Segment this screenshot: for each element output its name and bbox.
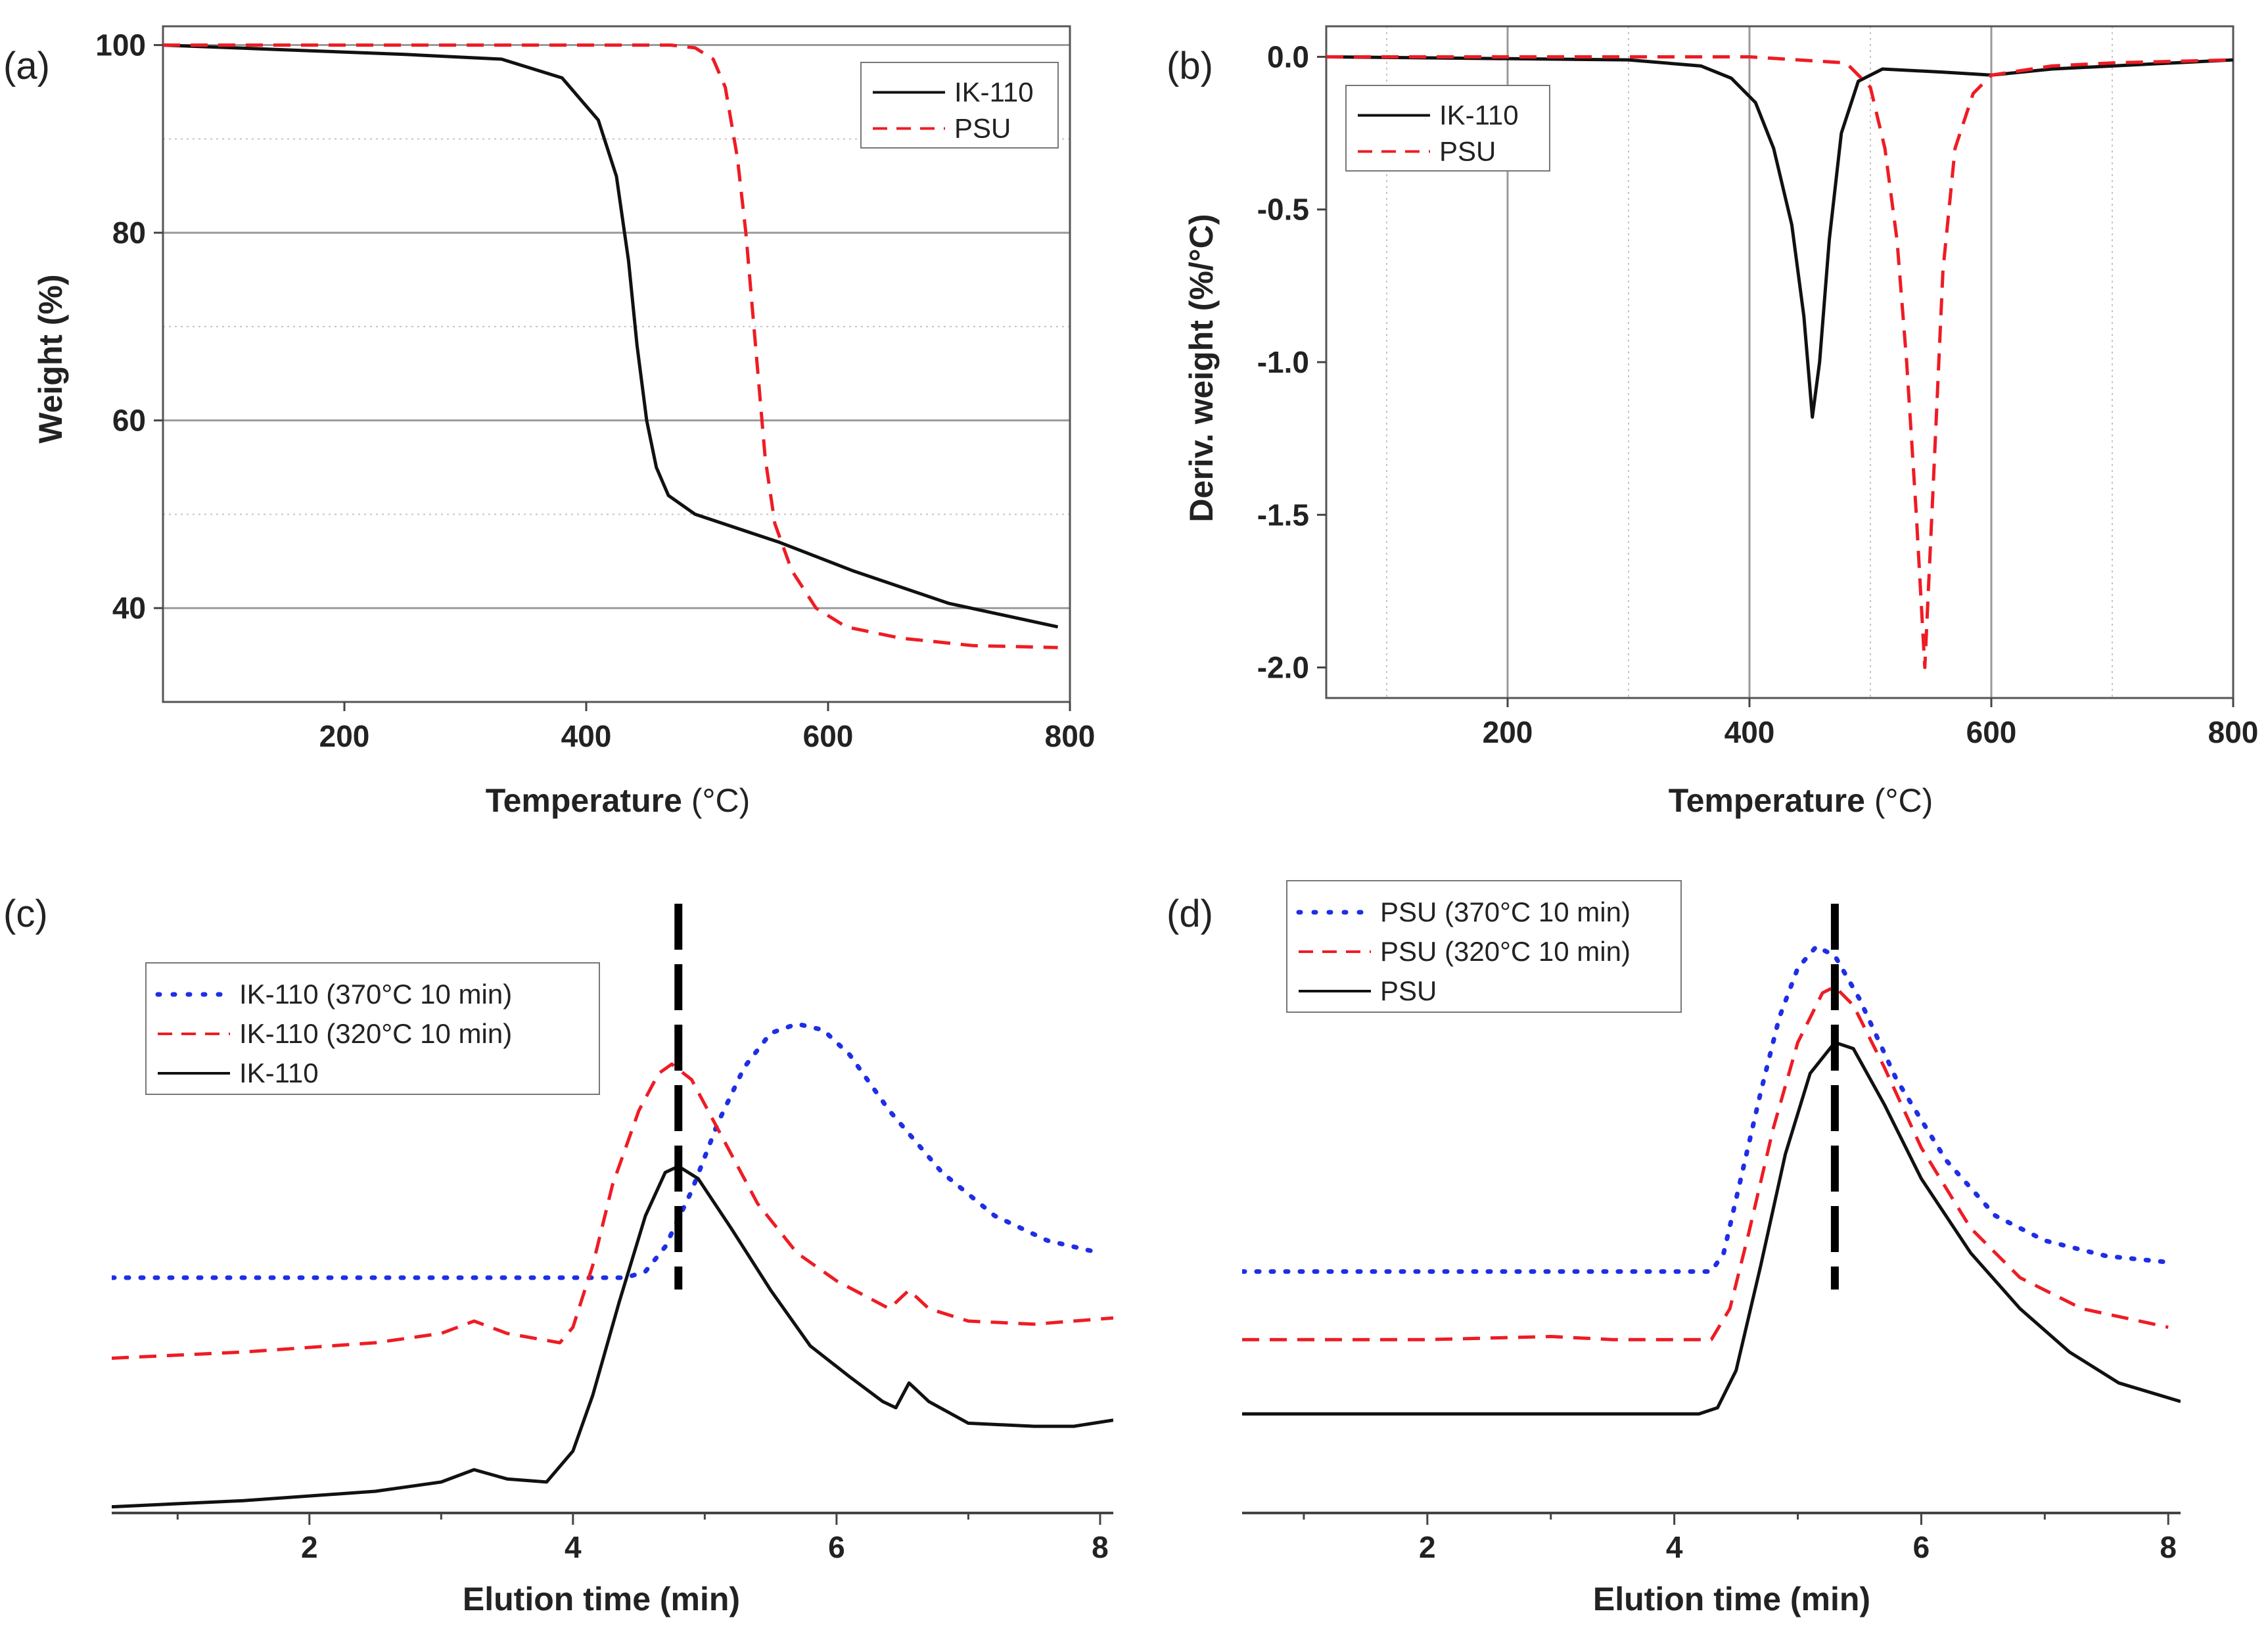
legend-label: IK-110 — [1439, 100, 1519, 131]
x-tick-label: 4 — [1666, 1530, 1683, 1564]
series-line-ik-110-370-c-10-min- — [112, 1021, 1103, 1280]
x-tick-label: 800 — [2208, 715, 2259, 749]
series-line-ik-110 — [163, 43, 1059, 629]
legend-label: PSU — [954, 113, 1011, 144]
y-tick-label: -0.5 — [1257, 193, 1309, 227]
panel-d-gpc-psu: (d) 2 4 6 8 PSU (370°C 10 min) PSU (320°C 10 … — [1167, 880, 2181, 1617]
x-tick-label: 200 — [319, 719, 370, 753]
series-line-psu-370-c-10-min- — [1242, 944, 2171, 1274]
y-tick-label: 80 — [112, 216, 146, 250]
x-tick-label: 2 — [1419, 1530, 1436, 1564]
y-tick-label: -2.0 — [1257, 651, 1309, 685]
panel-c-label: (c) — [3, 893, 48, 935]
legend: PSU (370°C 10 min) PSU (320°C 10 min) PSU — [1286, 880, 1682, 1013]
x-tick-label: 8 — [2160, 1530, 2177, 1564]
y-tick-label: 100 — [95, 28, 146, 62]
panel-d-plot: 2 4 6 8 PSU (370°C 10 min) PSU (320°C 10 min)… — [1242, 880, 2181, 1564]
x-tick-label: 2 — [301, 1530, 318, 1564]
legend: IK-110 PSU — [860, 62, 1059, 149]
legend-label: PSU (370°C 10 min) — [1380, 896, 1631, 927]
x-tick-label: 8 — [1092, 1530, 1109, 1564]
panel-c-xlabel: Elution time (min) — [463, 1581, 740, 1617]
panel-d-label: (d) — [1167, 893, 1213, 935]
legend: IK-110 PSU — [1345, 85, 1550, 172]
legend-label: IK-110 — [239, 1058, 319, 1088]
y-tick-label: -1.0 — [1257, 345, 1309, 379]
legend-label: IK-110 (370°C 10 min) — [239, 979, 512, 1010]
x-tick-label: 6 — [828, 1530, 845, 1564]
y-tick-label: -1.5 — [1257, 498, 1309, 532]
series-line-ik-110 — [112, 1165, 1113, 1509]
panel-a-xlabel: Temperature (°C) — [486, 782, 750, 819]
x-tick-label: 400 — [561, 719, 612, 753]
panel-b-label: (b) — [1167, 45, 1213, 87]
panel-a-ylabel: Weight (%) — [32, 274, 69, 443]
series-line-psu-320-c-10-min- — [1242, 985, 2169, 1341]
panel-b-xlabel: Temperature (°C) — [1669, 782, 1933, 819]
plot-frame — [162, 25, 1071, 703]
panel-a-tga-weight: (a) 200 400 600 800 40 60 80 100 IK-110 PSU Weigh… — [3, 25, 1096, 819]
y-tick-label: 60 — [112, 404, 146, 438]
legend: IK-110 (370°C 10 min) IK-110 (320°C 10 mi… — [145, 962, 600, 1095]
legend-box — [860, 62, 1059, 149]
legend-label: IK-110 (320°C 10 min) — [239, 1018, 512, 1049]
panel-c-gpc-ik110: (c) 2 4 6 8 IK-110 (370°C 10 min) IK-110 (320… — [3, 893, 1113, 1617]
legend-label: PSU — [1380, 975, 1437, 1006]
legend-label: IK-110 — [954, 77, 1034, 108]
panel-b-plot: 200 400 600 800 0.0 -0.5 -1.0 -1.5 -2.0 IK-110 PSU — [1257, 25, 2259, 749]
x-tick-label: 4 — [565, 1530, 582, 1564]
series-line-ik-110-320-c-10-min- — [112, 1062, 1113, 1360]
y-tick-label: 0.0 — [1267, 39, 1309, 74]
y-tick-label: 40 — [112, 591, 146, 625]
panel-a-plot: 200 400 600 800 40 60 80 100 IK-110 PSU — [95, 25, 1096, 753]
x-tick-label: 6 — [1913, 1530, 1930, 1564]
x-tick-label: 200 — [1483, 715, 1533, 749]
series-line-psu — [1326, 55, 2233, 669]
x-tick-label: 400 — [1724, 715, 1775, 749]
legend-box — [1345, 85, 1550, 172]
panel-a-label: (a) — [3, 45, 50, 87]
x-tick-label: 800 — [1045, 719, 1096, 753]
legend-label: PSU (320°C 10 min) — [1380, 936, 1631, 967]
panel-b-ylabel: Deriv. weight (%/°C) — [1183, 214, 1220, 522]
series-line-psu — [1242, 1040, 2181, 1416]
legend-label: PSU — [1439, 136, 1496, 167]
x-tick-label: 600 — [1966, 715, 2017, 749]
panel-c-plot: 2 4 6 8 IK-110 (370°C 10 min) IK-110 (320°C 1… — [112, 904, 1113, 1564]
x-tick-label: 600 — [803, 719, 854, 753]
panel-d-xlabel: Elution time (min) — [1593, 1581, 1870, 1617]
panel-b-dtg: (b) 200 400 600 800 0.0 -0.5 -1.0 -1.5 -2.0 IK-11… — [1167, 25, 2259, 819]
